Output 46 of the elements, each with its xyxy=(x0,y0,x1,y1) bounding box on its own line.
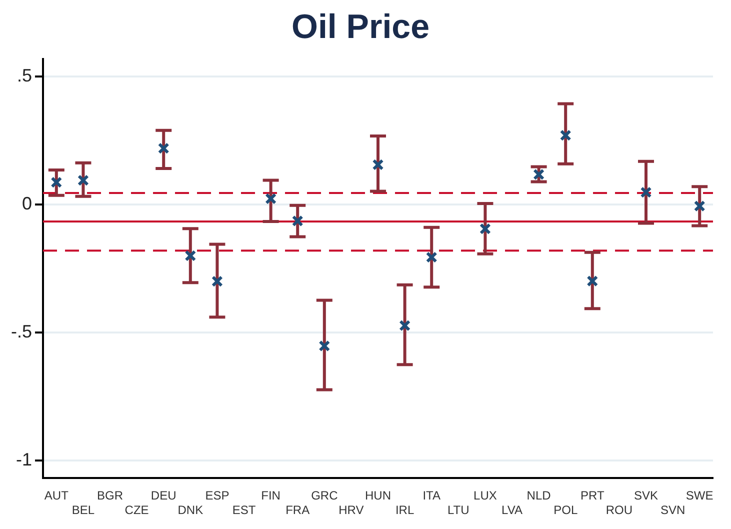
x-tick-label: SWE xyxy=(686,488,714,503)
y-tick-label: -.5 xyxy=(10,321,32,342)
point xyxy=(211,276,223,288)
point xyxy=(640,186,652,198)
x-tick-label: HRV xyxy=(338,503,364,518)
x-tick-label: BEL xyxy=(72,503,95,518)
point xyxy=(372,158,384,170)
point xyxy=(399,320,411,332)
x-tick-label: ESP xyxy=(205,488,230,503)
point xyxy=(318,340,330,352)
x-tick-label: ROU xyxy=(606,503,633,518)
x-tick-label: LTU xyxy=(448,503,470,518)
x-tick-label: POL xyxy=(554,503,578,518)
x-tick-label: DNK xyxy=(178,503,204,518)
chart-title: Oil Price xyxy=(292,8,430,46)
x-tick-label: AUT xyxy=(44,488,70,503)
point xyxy=(292,215,304,227)
point xyxy=(50,176,62,188)
x-tick-label: SVN xyxy=(660,503,686,518)
point xyxy=(77,174,89,186)
y-tick-label: .5 xyxy=(16,66,32,86)
x-tick-label: EST xyxy=(232,503,256,518)
point xyxy=(265,192,277,204)
x-tick-label: FRA xyxy=(286,503,310,518)
x-tick-label: HUN xyxy=(365,488,392,503)
x-tick-label: GRC xyxy=(311,488,338,503)
x-tick-label: SVK xyxy=(634,488,658,503)
x-tick-label: IRL xyxy=(395,503,414,518)
x-tick-label: LVA xyxy=(502,503,522,518)
point xyxy=(426,252,438,263)
x-tick-label: DEU xyxy=(150,488,176,503)
x-tick-label: LUX xyxy=(474,488,497,503)
x-tick-label: ITA xyxy=(422,488,440,503)
point xyxy=(694,200,706,212)
point xyxy=(184,250,196,262)
point xyxy=(479,223,491,235)
x-tick-label: NLD xyxy=(526,488,552,503)
x-tick-label: CZE xyxy=(124,503,149,518)
point xyxy=(158,142,170,154)
y-tick-label: 0 xyxy=(22,194,32,214)
point xyxy=(586,275,598,287)
x-tick-label: PRT xyxy=(580,488,605,503)
x-tick-label: BGR xyxy=(96,488,124,503)
point xyxy=(560,130,572,142)
y-tick-label: -1 xyxy=(16,449,32,470)
x-tick-label: FIN xyxy=(261,488,280,503)
